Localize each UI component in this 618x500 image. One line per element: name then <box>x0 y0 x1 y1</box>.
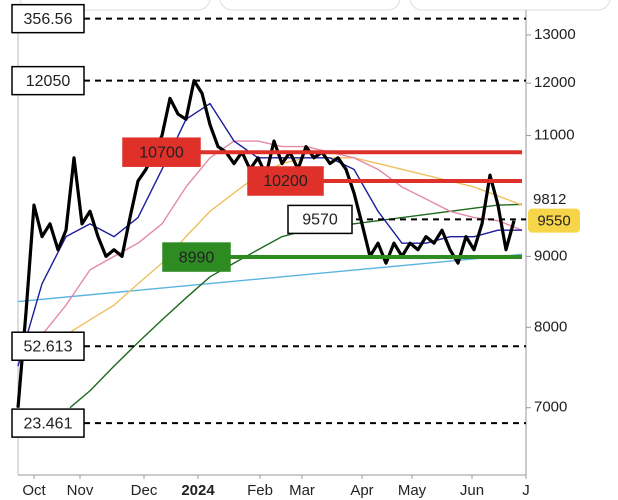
level-box <box>287 204 353 235</box>
series-line <box>69 203 523 409</box>
x-tick-label: Jun <box>460 482 484 499</box>
level-box <box>247 166 324 196</box>
x-tick-label: Feb <box>247 482 273 499</box>
series-line <box>17 253 523 303</box>
x-tick-label: Mar <box>289 482 315 499</box>
level-label: 12050 <box>26 73 71 90</box>
level-label: 8990 <box>179 249 215 266</box>
level-label: 23.461 <box>24 415 73 432</box>
level-box <box>11 65 85 96</box>
last-value-tag: 9812 <box>533 191 566 208</box>
y-tick-label: 13000 <box>534 26 576 43</box>
y-tick-label: 7000 <box>534 399 567 416</box>
y-tick-label: 12000 <box>534 74 576 91</box>
level-box <box>11 408 85 438</box>
series-line <box>17 102 522 367</box>
x-tick-label: Oct <box>22 482 46 499</box>
tab <box>409 0 611 11</box>
level-label: 356.56 <box>24 11 73 28</box>
level-label: 52.613 <box>24 338 73 355</box>
x-tick-label: May <box>398 482 427 499</box>
level-label: 9570 <box>302 212 338 229</box>
last-price-tag: 9550 <box>537 213 570 230</box>
x-tick-label: Apr <box>350 482 373 499</box>
level-box <box>11 3 85 34</box>
series-line <box>16 79 516 408</box>
y-tick-label: 9000 <box>534 247 567 264</box>
tab <box>219 0 401 11</box>
last-price-box <box>528 208 580 233</box>
level-box <box>122 137 201 167</box>
level-box <box>11 331 85 361</box>
level-box <box>162 242 231 272</box>
level-label: 10700 <box>139 144 184 161</box>
x-tick-label: Dec <box>131 482 158 499</box>
x-tick-label: Nov <box>67 482 94 499</box>
y-tick-label: 8000 <box>534 318 567 335</box>
x-tick-label: J <box>522 482 530 499</box>
level-label: 10200 <box>263 173 308 190</box>
x-tick-label: 2024 <box>181 482 215 499</box>
y-tick-label: 11000 <box>534 127 575 144</box>
